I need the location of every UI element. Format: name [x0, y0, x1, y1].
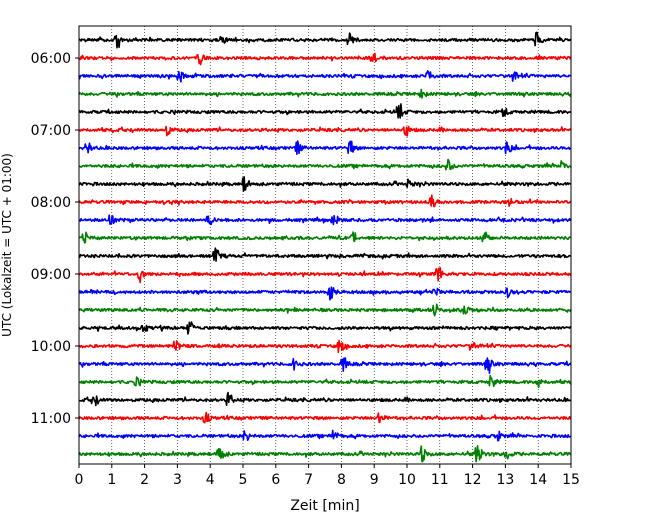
seismic-trace — [78, 31, 572, 49]
x-tick-label: 14 — [529, 472, 547, 488]
seismic-trace — [78, 52, 572, 66]
y-axis-label: UTC (Lokalzeit = UTC + 01:00) — [0, 153, 14, 337]
seismic-trace — [78, 176, 572, 192]
grid-layer — [111, 26, 539, 464]
x-tick-label: 2 — [140, 472, 149, 488]
seismic-trace — [78, 391, 572, 407]
seismic-trace — [78, 70, 572, 83]
seismic-trace — [78, 140, 572, 156]
seismic-trace — [78, 158, 572, 171]
x-tick-label: 7 — [304, 472, 313, 488]
y-tick-label: 07:00 — [31, 123, 71, 139]
x-tick-label: 1 — [107, 472, 116, 488]
seismic-trace — [78, 231, 572, 244]
plot-frame — [78, 25, 572, 465]
y-tick-label: 06:00 — [31, 51, 71, 67]
seismic-trace — [78, 247, 572, 262]
x-tick-label: 5 — [239, 472, 248, 488]
seismic-trace — [78, 339, 572, 354]
x-tick-label: 6 — [271, 472, 280, 488]
x-axis-label: Zeit [min] — [290, 498, 359, 514]
trace-layer — [78, 31, 572, 463]
x-tick-label: 11 — [431, 472, 449, 488]
x-tick-label: 0 — [75, 472, 84, 488]
seismic-trace — [78, 411, 572, 424]
y-tick-label: 08:00 — [31, 195, 71, 211]
seismic-trace — [78, 303, 572, 317]
seismic-trace — [78, 374, 572, 389]
y-axis-ticks: 06:00 07:00 08:00 09:00 10:00 11:00 — [31, 51, 79, 427]
y-tick-label: 11:00 — [31, 411, 71, 427]
seismic-trace — [78, 194, 572, 208]
x-axis-ticks: 0 1 2 3 4 5 6 7 8 9 10 11 12 13 14 15 — [75, 464, 580, 488]
seismic-trace — [78, 103, 572, 119]
seismic-trace — [78, 321, 572, 335]
x-tick-label: 4 — [206, 472, 215, 488]
seismic-trace — [78, 125, 572, 137]
y-tick-label: 09:00 — [31, 267, 71, 283]
x-tick-label: 3 — [173, 472, 182, 488]
x-tick-label: 12 — [464, 472, 482, 488]
seismic-trace — [78, 444, 572, 463]
x-tick-label: 13 — [496, 472, 514, 488]
seismic-trace — [78, 357, 572, 374]
y-tick-label: 10:00 — [31, 339, 71, 355]
seismic-trace — [78, 214, 572, 226]
x-tick-label: 15 — [562, 472, 580, 488]
seismic-trace — [78, 286, 572, 301]
x-tick-label: 8 — [337, 472, 346, 488]
seismic-trace — [78, 429, 572, 442]
seismic-trace — [78, 88, 572, 99]
x-tick-label: 10 — [398, 472, 416, 488]
x-tick-label: 9 — [370, 472, 379, 488]
seismic-trace — [78, 267, 572, 284]
